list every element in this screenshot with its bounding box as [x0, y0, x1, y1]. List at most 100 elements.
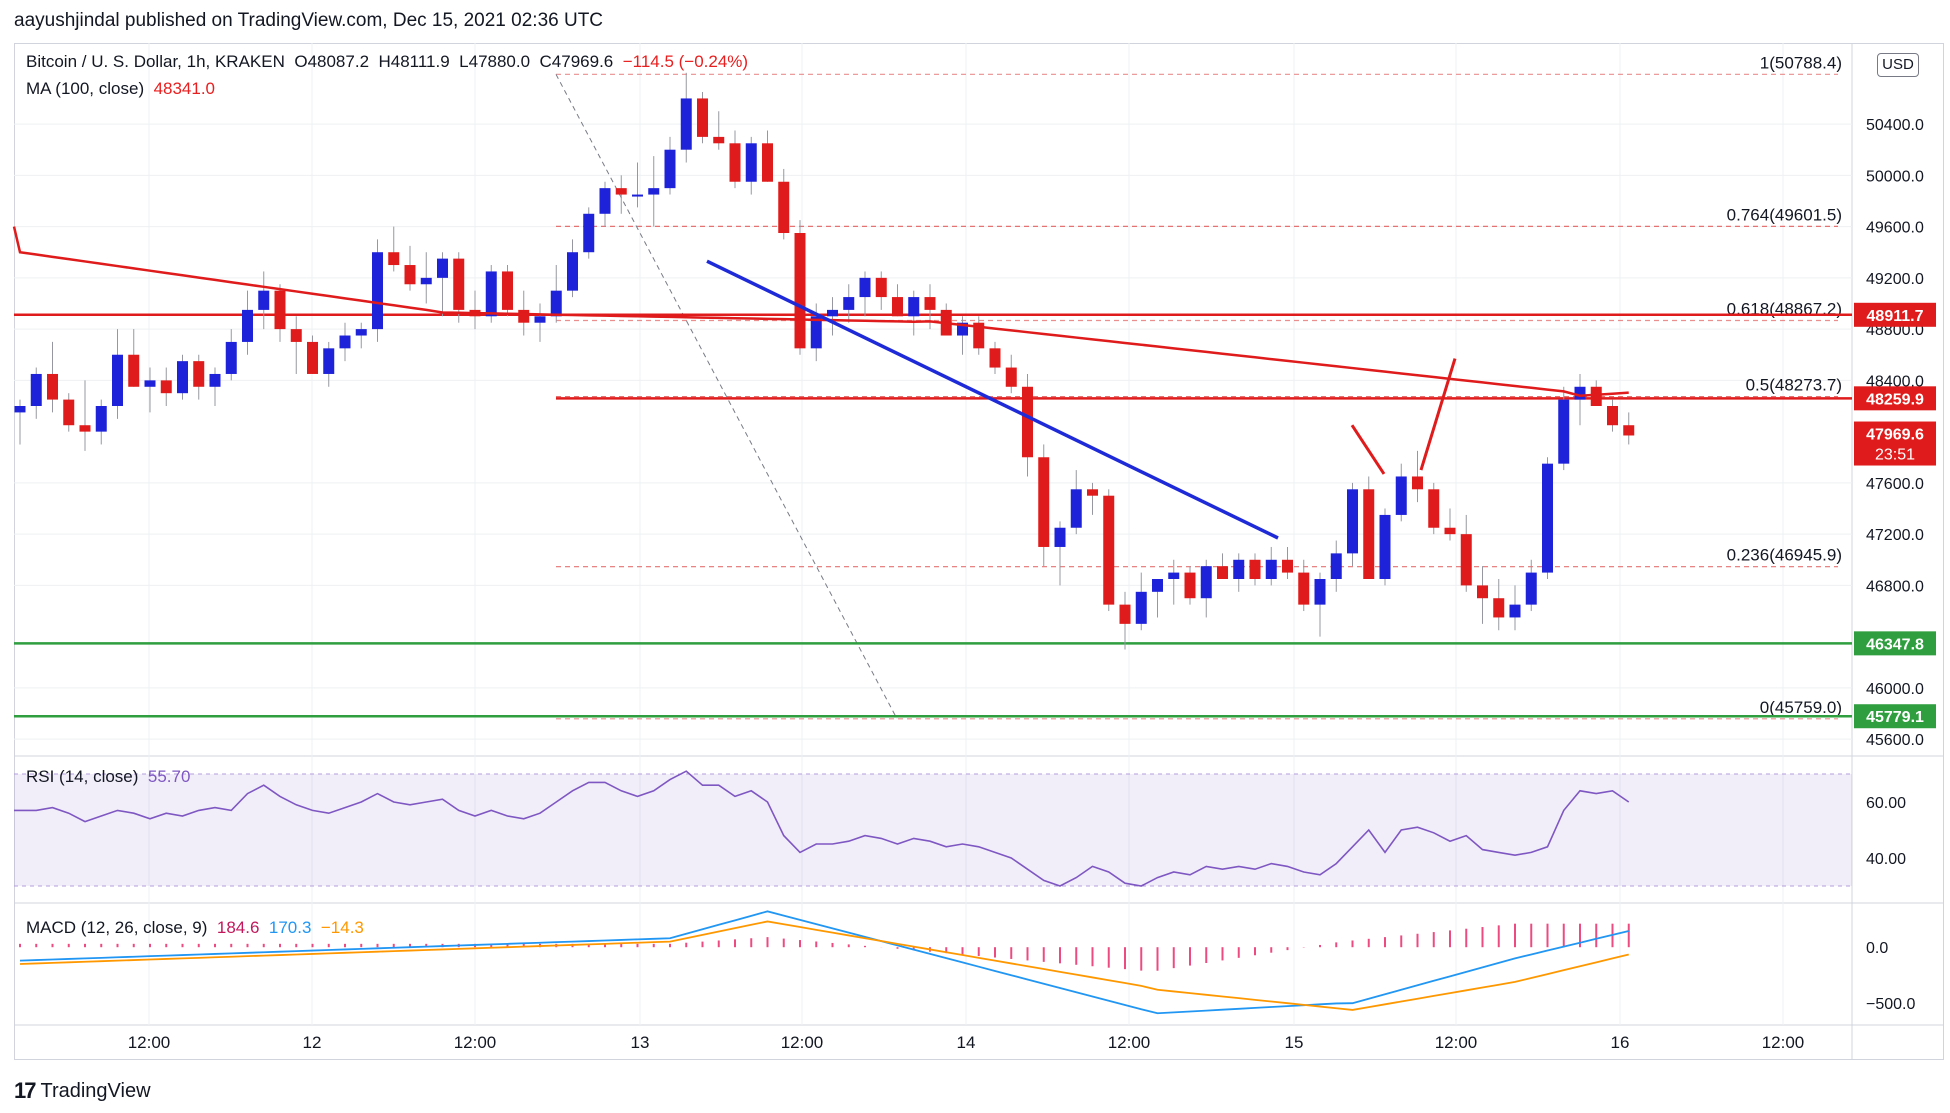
candle-up: [437, 258, 448, 278]
candle-up: [1379, 514, 1391, 579]
candle-down: [290, 329, 302, 342]
rsi-legend: RSI (14, close) 55.70: [26, 767, 190, 787]
candle-down: [518, 309, 530, 323]
bearish-trend-line: [706, 259, 1279, 540]
fib-level-label: 0.236(46945.9): [1727, 546, 1842, 565]
candle-down: [1444, 527, 1456, 535]
macd-tick-label: −500.0: [1866, 996, 1915, 1013]
time-tick-label: 14: [957, 1033, 976, 1052]
time-tick-label: 12:00: [1108, 1033, 1151, 1052]
candle-up: [583, 213, 595, 253]
candle-up: [1054, 527, 1066, 547]
candle-down: [875, 277, 887, 298]
candle-up: [664, 149, 676, 189]
macd-signal-line: [19, 920, 1629, 1011]
support-level-tag: [1854, 704, 1936, 729]
price-tick-label: 50000.0: [1866, 168, 1924, 185]
candle-up: [242, 309, 253, 342]
candle-up: [632, 194, 643, 197]
forecast-path-down: [1350, 424, 1386, 475]
candle-down: [892, 297, 903, 317]
rsi-tick-label: 40.00: [1866, 851, 1906, 868]
forecast-path-up: [1419, 358, 1457, 471]
candle-down: [973, 322, 985, 349]
currency-badge[interactable]: USD: [1877, 53, 1919, 77]
support-level-tag: [1854, 631, 1936, 656]
candle-up: [859, 277, 871, 298]
candle-down: [274, 290, 286, 330]
candle-up: [908, 297, 920, 317]
price-tick-label: 46800.0: [1866, 578, 1924, 595]
candle-down: [1249, 559, 1261, 579]
candle-down: [307, 341, 318, 374]
ma-value: 48341.0: [153, 79, 216, 98]
macd-label[interactable]: MACD (12, 26, close, 9): [26, 918, 208, 937]
candle-up: [1574, 386, 1586, 400]
candle-up: [1233, 559, 1245, 579]
candle-down: [1607, 406, 1618, 426]
price-tick-label: 46000.0: [1866, 681, 1924, 698]
fib-diagonal-line: [555, 74, 898, 720]
candle-down: [1087, 489, 1098, 496]
candle-up: [1135, 591, 1147, 624]
candle-up: [258, 290, 270, 310]
time-tick-label: 12:00: [1435, 1033, 1478, 1052]
candle-up: [957, 322, 968, 336]
price-legend: Bitcoin / U. S. Dollar, 1h, KRAKEN O4808…: [26, 52, 748, 72]
candle-down: [1103, 495, 1115, 605]
candle-down: [1298, 572, 1310, 605]
time-tick-label: 12:00: [1762, 1033, 1805, 1052]
candle-up: [1395, 476, 1407, 515]
candle-down: [1412, 476, 1423, 490]
time-tick-label: 12:00: [128, 1033, 171, 1052]
candle-up: [420, 277, 432, 285]
candle-down: [1623, 425, 1635, 436]
candle-up: [1200, 566, 1212, 599]
candle-down: [762, 143, 773, 182]
candle-up: [209, 373, 221, 387]
time-tick-label: 12:00: [781, 1033, 824, 1052]
candle-up: [1152, 579, 1163, 592]
close-value: C47969.6: [539, 52, 614, 71]
candle-down: [1428, 489, 1440, 528]
rsi-line: [14, 770, 1630, 887]
candle-up: [1265, 559, 1277, 579]
price-tick-label: 49600.0: [1866, 220, 1924, 237]
countdown-label: 23:51: [1875, 447, 1915, 464]
candle-up: [95, 406, 107, 432]
candle-down: [388, 252, 400, 266]
candle-up: [1542, 463, 1553, 573]
candle-down: [160, 380, 172, 394]
last-price-tag: [1854, 421, 1936, 466]
candle-down: [794, 233, 806, 349]
ma-label[interactable]: MA (100, close): [26, 79, 145, 98]
price-tick-label: 49200.0: [1866, 271, 1924, 288]
symbol-label[interactable]: Bitcoin / U. S. Dollar, 1h, KRAKEN: [26, 52, 285, 71]
open-value: O48087.2: [294, 52, 370, 71]
tradingview-brand: TradingView: [40, 1079, 151, 1102]
candle-up: [1509, 604, 1521, 618]
candle-down: [1282, 559, 1293, 573]
time-tick-label: 12:00: [454, 1033, 497, 1052]
last-price-label: 47969.6: [1866, 427, 1924, 444]
candle-up: [745, 143, 757, 182]
time-tick-label: 15: [1285, 1033, 1304, 1052]
candle-down: [1119, 604, 1131, 624]
candle-up: [355, 329, 367, 336]
author-name[interactable]: aayushjindal: [14, 10, 120, 31]
macd-line: [19, 910, 1629, 1015]
macd-legend: MACD (12, 26, close, 9) 184.6 170.3 −14.…: [26, 918, 364, 938]
candle-down: [502, 271, 513, 310]
candle-up: [1314, 579, 1326, 605]
candle-up: [534, 316, 546, 323]
macd-hist-value: 184.6: [216, 918, 260, 937]
rsi-label[interactable]: RSI (14, close): [26, 767, 139, 786]
tradingview-logo[interactable]: 17 TradingView: [14, 1078, 151, 1104]
rsi-band: [14, 774, 1852, 886]
candle-up: [1330, 553, 1342, 579]
price-tick-label: 47200.0: [1866, 527, 1924, 544]
candle-up: [550, 290, 562, 317]
change-value: −114.5 (−0.24%): [622, 52, 749, 71]
time-tick-label: 13: [631, 1033, 650, 1052]
